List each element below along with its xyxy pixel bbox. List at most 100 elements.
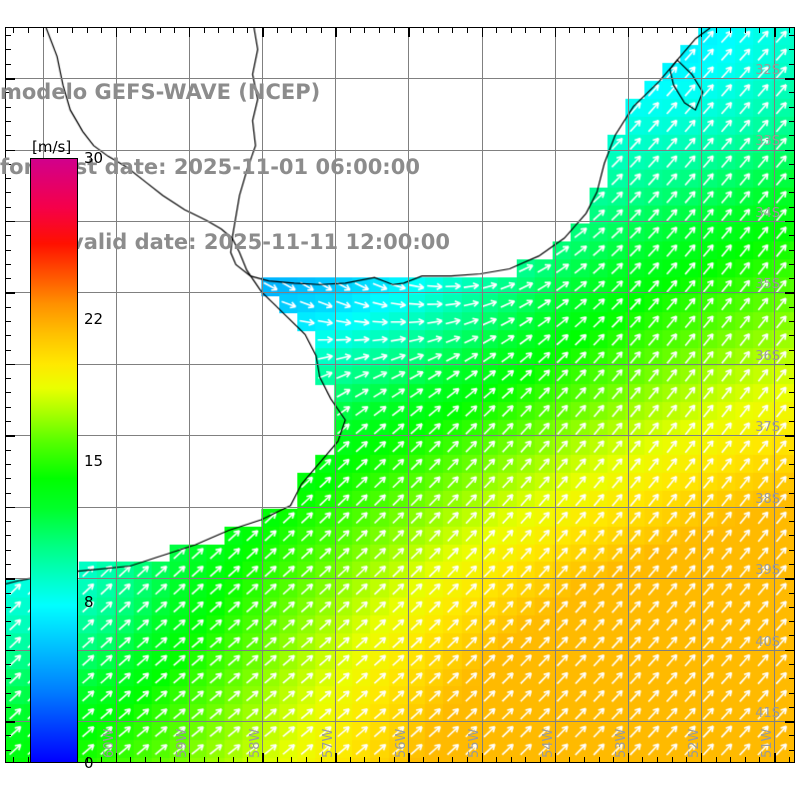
latitude-tick [6, 135, 11, 137]
latitude-label: 35S [755, 277, 780, 293]
meridian-line [554, 28, 556, 762]
longitude-tick [715, 28, 717, 33]
longitude-label: 59W [174, 728, 190, 758]
meridian-line [115, 28, 117, 762]
model-name-line: modelo GEFS-WAVE (NCEP) [0, 80, 321, 104]
longitude-tick [57, 28, 59, 33]
latitude-tick [6, 78, 15, 80]
longitude-tick [657, 757, 658, 762]
longitude-tick [657, 28, 658, 33]
meridian-line [408, 28, 410, 762]
longitude-tick [349, 28, 351, 33]
longitude-tick [730, 757, 732, 762]
latitude-tick [6, 692, 11, 694]
parallel-line [6, 721, 794, 723]
latitude-tick [789, 306, 794, 308]
latitude-tick [6, 735, 11, 737]
colorbar-gradient [30, 158, 78, 763]
longitude-tick [174, 28, 176, 33]
latitude-tick [785, 292, 794, 294]
latitude-tick [6, 635, 11, 637]
latitude-label: 39S [755, 563, 780, 579]
longitude-tick [247, 757, 249, 762]
longitude-tick [437, 757, 439, 762]
latitude-tick [6, 192, 11, 194]
longitude-tick [71, 28, 73, 33]
latitude-tick [789, 535, 794, 537]
longitude-tick [774, 28, 776, 37]
longitude-tick [276, 757, 278, 762]
latitude-tick [789, 563, 794, 565]
longitude-tick [583, 28, 585, 33]
longitude-tick [788, 757, 790, 762]
longitude-tick [188, 28, 191, 37]
longitude-tick [379, 28, 381, 33]
latitude-tick [6, 363, 15, 366]
longitude-tick [627, 28, 630, 37]
latitude-tick [6, 478, 11, 480]
longitude-tick [686, 757, 688, 762]
latitude-tick [785, 78, 794, 80]
longitude-tick [569, 757, 571, 762]
latitude-tick [6, 292, 15, 294]
latitude-tick [6, 49, 11, 51]
latitude-label: 36S [755, 348, 780, 364]
longitude-tick [27, 757, 29, 762]
latitude-tick [6, 549, 11, 551]
latitude-tick [789, 135, 794, 137]
latitude-label: 41S [755, 706, 780, 722]
longitude-tick [700, 753, 703, 762]
latitude-tick [789, 421, 794, 422]
longitude-tick [466, 28, 468, 33]
meridian-line [481, 28, 483, 762]
latitude-tick [789, 235, 794, 237]
longitude-label: 56W [394, 728, 410, 758]
latitude-tick [6, 235, 11, 237]
latitude-tick [789, 549, 794, 551]
latitude-tick [789, 706, 794, 708]
latitude-tick [785, 578, 794, 580]
longitude-tick [86, 28, 88, 33]
latitude-tick [6, 335, 11, 337]
parallel-line [6, 649, 794, 651]
latitude-tick [6, 378, 11, 380]
longitude-label: 52W [686, 728, 702, 758]
longitude-tick [13, 28, 15, 33]
longitude-tick [203, 28, 205, 33]
longitude-tick [481, 28, 484, 37]
latitude-tick [6, 664, 11, 665]
longitude-tick [496, 28, 498, 33]
latitude-tick [6, 449, 11, 451]
latitude-tick [789, 163, 794, 165]
latitude-label: 34S [755, 205, 780, 221]
longitude-tick [218, 757, 220, 762]
longitude-tick [232, 28, 234, 33]
latitude-tick [6, 592, 11, 594]
latitude-tick [789, 492, 794, 494]
latitude-tick [6, 106, 11, 108]
longitude-tick [642, 757, 644, 762]
latitude-tick [789, 692, 794, 694]
latitude-tick [785, 721, 794, 723]
latitude-tick [6, 506, 15, 509]
latitude-label: 40S [755, 634, 780, 650]
longitude-label: 51W [760, 728, 776, 758]
meridian-line [627, 28, 629, 762]
latitude-label: 32S [755, 63, 780, 79]
latitude-tick [6, 421, 11, 422]
latitude-tick [789, 521, 794, 522]
longitude-tick [115, 28, 118, 37]
latitude-tick [6, 678, 11, 680]
latitude-tick [789, 449, 794, 451]
longitude-tick [349, 757, 351, 762]
latitude-tick [785, 220, 794, 223]
parallel-line [6, 149, 794, 151]
longitude-tick [145, 757, 146, 762]
latitude-tick [6, 578, 15, 580]
longitude-tick [466, 757, 468, 762]
longitude-tick [554, 28, 557, 37]
longitude-tick [101, 28, 103, 33]
longitude-tick [364, 28, 366, 33]
latitude-tick [6, 321, 11, 322]
latitude-tick [789, 735, 794, 737]
